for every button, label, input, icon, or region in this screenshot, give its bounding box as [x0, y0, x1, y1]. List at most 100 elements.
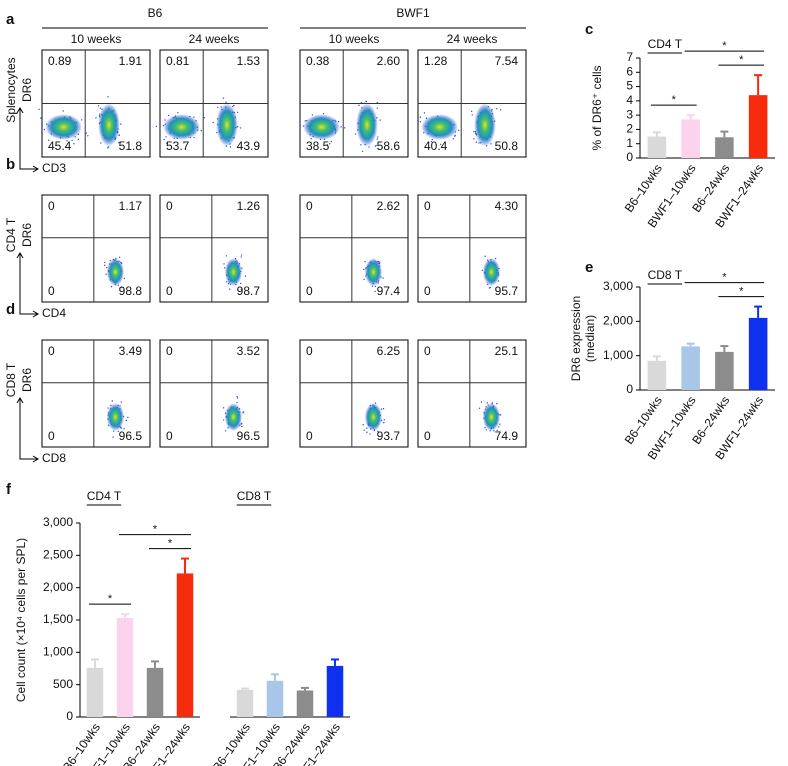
quadrant-value: 98.8 [119, 284, 143, 298]
bar [715, 137, 734, 158]
event-dot [87, 135, 89, 137]
event-dot [239, 127, 242, 129]
density-blob [163, 114, 200, 140]
event-dot [120, 123, 122, 125]
event-dot [155, 125, 158, 128]
event-dot [104, 261, 106, 264]
event-dot [95, 117, 97, 119]
quadrant-value: 0 [424, 284, 431, 298]
bar [86, 667, 104, 717]
event-dot [490, 143, 492, 145]
axis-arrow [19, 398, 38, 460]
quadrant-value: 0 [166, 429, 173, 443]
event-dot [159, 128, 161, 130]
event-dot [382, 408, 385, 410]
event-dot [379, 119, 381, 121]
event-dot [362, 424, 364, 426]
density-blob [356, 103, 378, 147]
event-dot [127, 416, 129, 419]
y-tick-label: 1,500 [43, 612, 73, 626]
event-dot [125, 419, 128, 422]
event-dot [423, 112, 426, 114]
bar [266, 680, 284, 717]
event-dot [431, 138, 434, 141]
axis-arrow [19, 108, 38, 170]
quadrant-value: 98.7 [237, 284, 261, 298]
event-dot [43, 128, 46, 131]
y-tick-label: 3 [626, 107, 633, 121]
event-dot [242, 412, 244, 414]
event-dot [217, 106, 219, 109]
group-title: CD4 T [648, 37, 683, 51]
event-dot [484, 255, 486, 257]
bar [681, 119, 700, 158]
event-dot [419, 121, 422, 123]
event-dot [383, 422, 385, 424]
quadrant-value: 97.4 [377, 284, 401, 298]
quadrant-value: 6.25 [377, 344, 401, 358]
event-dot [500, 109, 502, 111]
event-dot [222, 407, 225, 409]
column-label: 10 weeks [329, 32, 380, 46]
quadrant-value: 3.49 [119, 344, 143, 358]
y-tick-label: 3,000 [43, 515, 73, 529]
event-dot [177, 112, 179, 114]
y-axis-label: DR6 [20, 78, 34, 102]
event-dot [203, 117, 205, 119]
y-tick-label: 6 [626, 64, 633, 78]
bar [715, 351, 734, 390]
panel-letter: a [6, 11, 15, 28]
y-tick-label: 0 [626, 150, 633, 164]
y-tick-label: 1 [626, 136, 633, 150]
density-blob [45, 114, 82, 140]
event-dot [164, 119, 166, 121]
event-dot [100, 142, 102, 144]
x-axis-label: CD3 [42, 161, 66, 175]
quadrant-value: 0 [424, 344, 431, 358]
y-axis-label: Cell count (×10⁴ cells per SPL) [14, 538, 28, 702]
significance-mark: * [739, 285, 744, 297]
group-title: CD4 T [87, 489, 122, 503]
bar [296, 690, 314, 717]
event-dot [106, 266, 108, 269]
quadrant-value: 0 [166, 199, 173, 213]
column-label: 10 weeks [71, 32, 122, 46]
significance-mark: * [722, 271, 727, 283]
quadrant-value: 0 [424, 429, 431, 443]
event-dot [225, 281, 228, 283]
event-dot [496, 107, 498, 110]
event-dot [123, 277, 126, 280]
event-dot [417, 120, 420, 122]
event-dot [99, 107, 102, 109]
event-dot [452, 138, 455, 140]
bar [748, 95, 768, 158]
event-dot [366, 427, 368, 429]
event-dot [40, 117, 42, 119]
y-tick-label: 1,000 [603, 348, 633, 362]
plot-frame [159, 339, 269, 448]
event-dot [328, 143, 331, 145]
event-dot [223, 263, 225, 265]
quadrant-value: 50.8 [495, 139, 519, 153]
event-dot [108, 146, 110, 148]
event-dot [382, 277, 384, 279]
plot-frame [417, 194, 527, 303]
quadrant-value: 0.38 [306, 54, 330, 68]
event-dot [475, 141, 478, 143]
event-dot [473, 138, 475, 140]
event-dot [330, 140, 333, 143]
density-blob [364, 258, 383, 286]
quadrant-value: 0 [424, 199, 431, 213]
y-axis-label: % of DR6⁺ cells [590, 65, 604, 150]
event-dot [105, 273, 107, 275]
event-dot [376, 101, 379, 104]
quadrant-value: 51.8 [119, 139, 143, 153]
event-dot [358, 104, 360, 107]
quadrant-value: 0.81 [166, 54, 190, 68]
density-blob [224, 258, 243, 286]
quadrant-value: 1.28 [424, 54, 448, 68]
density-blob [216, 103, 238, 147]
quadrant-value: 96.5 [237, 429, 261, 443]
column-label: 24 weeks [447, 32, 498, 46]
event-dot [344, 127, 346, 129]
